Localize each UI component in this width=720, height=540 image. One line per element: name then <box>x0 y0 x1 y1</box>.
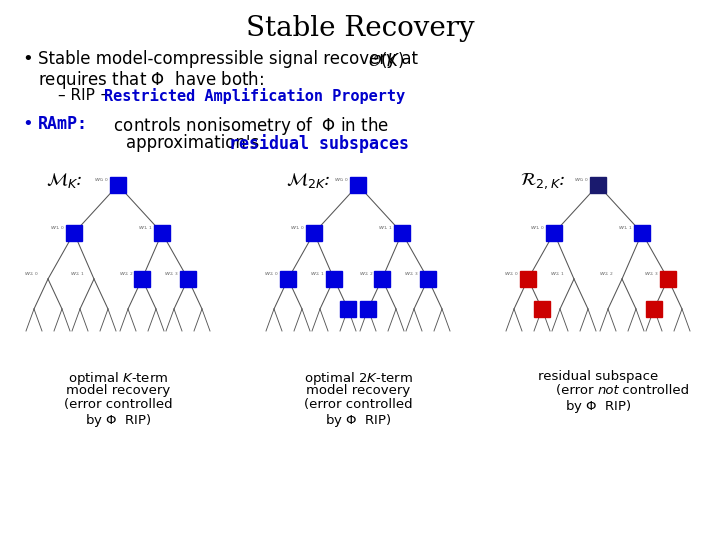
Text: (error controlled: (error controlled <box>63 398 172 411</box>
Text: not: not <box>598 384 620 397</box>
Text: controlled: controlled <box>618 384 689 397</box>
Text: optimal $K$-term: optimal $K$-term <box>68 370 168 387</box>
Text: RAmP:: RAmP: <box>38 115 88 133</box>
Text: (error: (error <box>557 384 598 397</box>
Text: model recovery: model recovery <box>66 384 170 397</box>
Text: $w_{2,2}$: $w_{2,2}$ <box>119 271 133 278</box>
Text: $w_{2,0}$: $w_{2,0}$ <box>264 271 279 278</box>
Text: $w_{2,3}$: $w_{2,3}$ <box>405 271 419 278</box>
Text: requires that $\Phi$  have both:: requires that $\Phi$ have both: <box>38 69 264 91</box>
Text: Stable Recovery: Stable Recovery <box>246 15 474 42</box>
Text: •: • <box>22 50 32 68</box>
Bar <box>110 177 126 193</box>
Bar <box>374 271 390 287</box>
Text: $w_{2,1}$: $w_{2,1}$ <box>310 271 325 278</box>
Text: by $\Phi$  RIP): by $\Phi$ RIP) <box>564 398 631 415</box>
Text: $w_{1,0}$: $w_{1,0}$ <box>290 225 305 232</box>
Text: $w_{2,0}$: $w_{2,0}$ <box>505 271 519 278</box>
Text: $\mathcal{M}_K$:: $\mathcal{M}_K$: <box>46 172 83 191</box>
Text: $\mathcal{O}(K)$: $\mathcal{O}(K)$ <box>368 50 405 70</box>
Bar <box>360 301 376 317</box>
Bar <box>394 225 410 241</box>
Text: controls nonisometry of  $\Phi$ in the: controls nonisometry of $\Phi$ in the <box>98 115 390 137</box>
Bar <box>180 271 196 287</box>
Bar <box>350 177 366 193</box>
Bar <box>634 225 650 241</box>
Text: – RIP +: – RIP + <box>58 88 117 103</box>
Text: •: • <box>22 115 32 133</box>
Text: $\mathcal{M}_{2K}$:: $\mathcal{M}_{2K}$: <box>286 172 330 191</box>
Bar <box>66 225 82 241</box>
Text: $w_{2,1}$: $w_{2,1}$ <box>551 271 565 278</box>
Text: $\mathcal{R}_{2,K}$:: $\mathcal{R}_{2,K}$: <box>520 171 566 191</box>
Bar <box>134 271 150 287</box>
Text: (error controlled: (error controlled <box>304 398 413 411</box>
Text: $w_{2,3}$: $w_{2,3}$ <box>164 271 179 278</box>
Text: approximation's: approximation's <box>126 134 264 152</box>
Text: Restricted Amplification Property: Restricted Amplification Property <box>104 88 405 104</box>
Text: $w_{2,3}$: $w_{2,3}$ <box>644 271 659 278</box>
Text: residual subspaces: residual subspaces <box>229 134 409 153</box>
Text: $w_{1,0}$: $w_{1,0}$ <box>531 225 545 232</box>
Text: $w_{0,0}$: $w_{0,0}$ <box>575 177 589 184</box>
Text: $w_{2,2}$: $w_{2,2}$ <box>359 271 373 278</box>
Text: Stable model-compressible signal recovery at: Stable model-compressible signal recover… <box>38 50 418 68</box>
Text: $w_{1,1}$: $w_{1,1}$ <box>618 225 633 232</box>
Text: by $\Phi$  RIP): by $\Phi$ RIP) <box>85 412 151 429</box>
Text: $w_{1,1}$: $w_{1,1}$ <box>379 225 393 232</box>
Text: $w_{0,0}$: $w_{0,0}$ <box>334 177 349 184</box>
Bar <box>534 301 550 317</box>
Bar <box>646 301 662 317</box>
Text: $w_{2,1}$: $w_{2,1}$ <box>71 271 85 278</box>
Bar <box>420 271 436 287</box>
Bar <box>546 225 562 241</box>
Text: $w_{2,2}$: $w_{2,2}$ <box>598 271 613 278</box>
Text: by $\Phi$  RIP): by $\Phi$ RIP) <box>325 412 391 429</box>
Bar <box>154 225 170 241</box>
Text: optimal 2$K$-term: optimal 2$K$-term <box>304 370 413 387</box>
Bar <box>280 271 296 287</box>
Text: model recovery: model recovery <box>306 384 410 397</box>
Text: $w_{0,0}$: $w_{0,0}$ <box>94 177 109 184</box>
Bar <box>660 271 676 287</box>
Text: $w_{2,0}$: $w_{2,0}$ <box>24 271 39 278</box>
Bar <box>326 271 342 287</box>
Bar <box>306 225 322 241</box>
Text: residual subspace: residual subspace <box>538 370 658 383</box>
Bar <box>340 301 356 317</box>
Bar <box>590 177 606 193</box>
Text: $w_{1,1}$: $w_{1,1}$ <box>138 225 153 232</box>
Text: $w_{1,0}$: $w_{1,0}$ <box>50 225 65 232</box>
Bar <box>520 271 536 287</box>
